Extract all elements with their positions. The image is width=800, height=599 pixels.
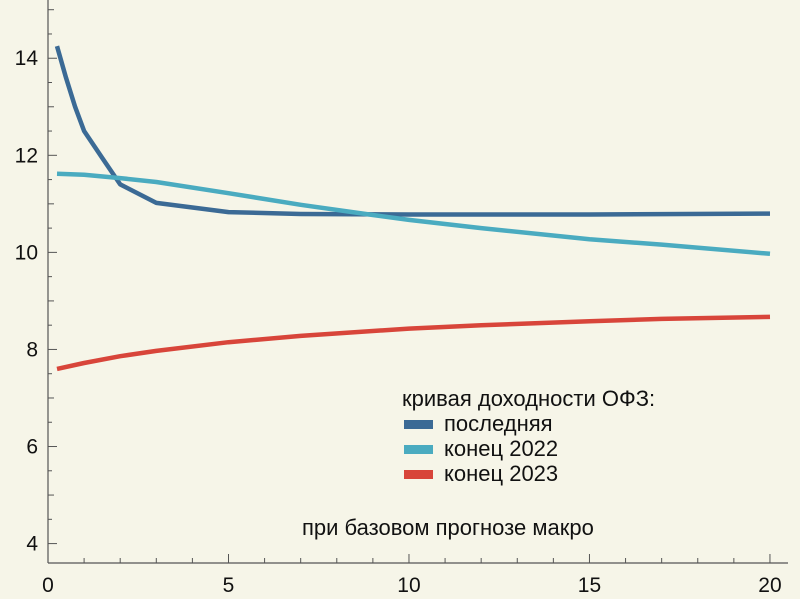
series-line-2: [56, 171, 771, 257]
y-tick-label: 10: [15, 241, 38, 264]
x-tick-label: 0: [42, 574, 54, 597]
x-tick-label: 20: [758, 574, 781, 597]
series-line-3: [56, 314, 771, 372]
legend-label: конец 2022: [444, 436, 558, 461]
y-tick-label: 8: [26, 338, 38, 361]
annotation-text: при базовом прогнозе макро: [302, 515, 594, 540]
x-tick-label: 15: [578, 574, 601, 597]
y-tick-label: 4: [26, 533, 38, 556]
y-tick-label: 14: [15, 47, 39, 70]
legend-title: кривая доходности ОФЗ:: [402, 386, 655, 411]
axes: 4 6 8 10 12 14 0 5 10 15 20: [15, 0, 788, 597]
series-line-1: [54, 45, 771, 217]
legend-label: конец 2023: [444, 461, 558, 486]
legend-label: последняя: [444, 411, 553, 436]
legend-swatch: [404, 420, 433, 429]
x-tick-label: 10: [397, 574, 420, 597]
legend-swatch: [404, 445, 433, 454]
legend-swatch: [404, 470, 433, 479]
y-tick-label: 6: [26, 436, 38, 459]
series-lines: [54, 45, 771, 372]
y-tick-label: 12: [15, 144, 38, 167]
x-tick-label: 5: [223, 574, 235, 597]
